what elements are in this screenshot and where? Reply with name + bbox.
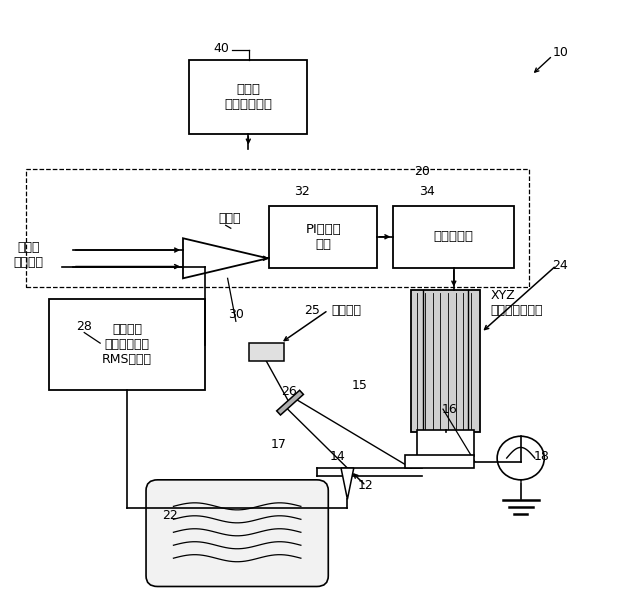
Text: 16: 16 <box>442 403 457 416</box>
FancyBboxPatch shape <box>269 206 378 268</box>
Text: 28: 28 <box>76 320 92 333</box>
FancyBboxPatch shape <box>146 480 328 587</box>
Text: レーザー: レーザー <box>332 304 362 317</box>
Text: 26: 26 <box>282 385 298 398</box>
Text: 18: 18 <box>534 450 550 463</box>
Text: 信号処理
（たとえば、
RMS方向）: 信号処理 （たとえば、 RMS方向） <box>102 323 152 366</box>
Text: 32: 32 <box>294 185 310 198</box>
Text: XYZ
アクチュエータ: XYZ アクチュエータ <box>491 289 543 317</box>
Text: ワーク
ステーション: ワーク ステーション <box>224 83 272 111</box>
FancyBboxPatch shape <box>404 455 474 468</box>
FancyBboxPatch shape <box>49 299 205 390</box>
Text: 34: 34 <box>419 185 435 198</box>
Text: 10: 10 <box>552 46 568 59</box>
Text: 20: 20 <box>414 165 430 178</box>
FancyBboxPatch shape <box>189 60 307 134</box>
Text: 22: 22 <box>163 509 178 522</box>
Polygon shape <box>183 238 268 278</box>
FancyBboxPatch shape <box>248 343 284 361</box>
Text: 24: 24 <box>552 259 568 272</box>
Text: 12: 12 <box>358 480 374 492</box>
Text: 30: 30 <box>228 308 244 321</box>
Text: PIゲイン
制御: PIゲイン 制御 <box>305 223 341 251</box>
Text: 高圧増幅器: 高圧増幅器 <box>434 230 474 243</box>
Text: 15: 15 <box>351 379 367 392</box>
FancyBboxPatch shape <box>394 206 515 268</box>
Polygon shape <box>276 390 303 415</box>
Text: 25: 25 <box>304 304 319 317</box>
Polygon shape <box>341 468 354 499</box>
FancyBboxPatch shape <box>417 430 474 456</box>
FancyBboxPatch shape <box>411 290 480 432</box>
Text: 40: 40 <box>213 42 229 55</box>
Text: 17: 17 <box>271 438 287 451</box>
Text: エラー: エラー <box>218 213 241 226</box>
Text: セット
ポイント: セット ポイント <box>13 241 43 269</box>
Text: 14: 14 <box>330 450 346 463</box>
